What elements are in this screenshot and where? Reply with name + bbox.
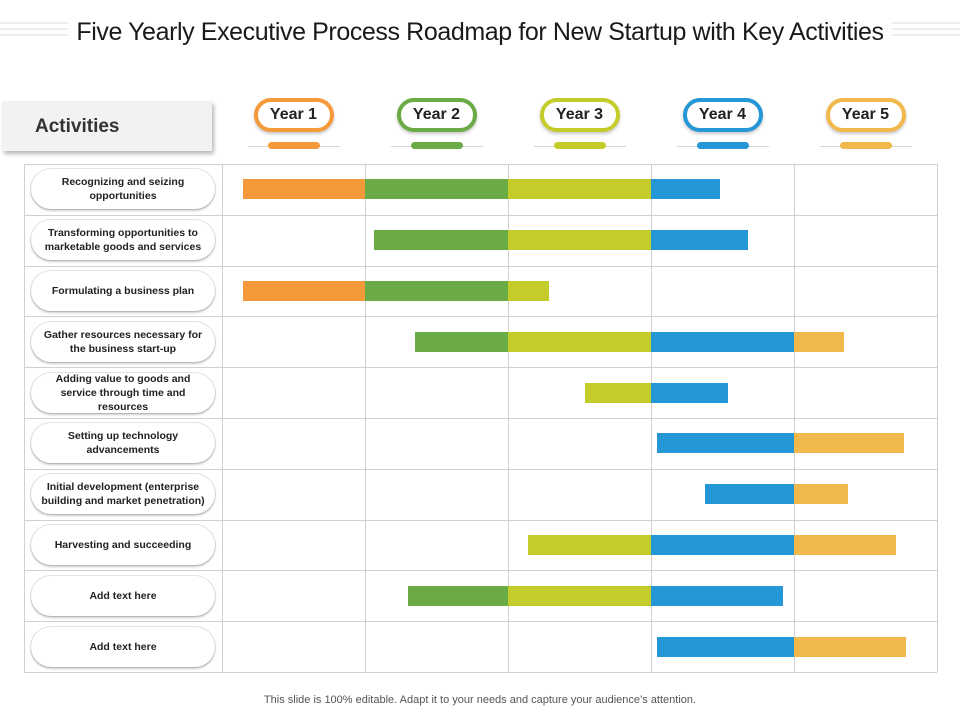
page-title: Five Yearly Executive Process Roadmap fo… [76,18,884,46]
grid-row-line [24,520,937,521]
gantt-bar-segment-year-2 [365,179,508,199]
title-decoration-left [0,22,68,44]
gantt-bar-segment-year-4 [657,637,794,657]
gantt-bar-segment-year-5 [794,332,844,352]
footer-note: This slide is 100% editable. Adapt it to… [263,694,697,706]
activity-label: Adding value to goods and service throug… [31,373,215,413]
grid-row-line [24,316,937,317]
gantt-bar-segment-year-4 [705,484,794,504]
year-2-label: Year 2 [396,98,477,132]
grid-row-line [24,164,937,165]
gantt-bar-segment-year-3 [508,281,549,301]
gantt-bar-segment-year-5 [794,484,848,504]
gantt-bar-segment-year-3 [508,179,651,199]
year-2-marker [410,142,463,149]
activity-label: Add text here [31,576,215,616]
grid-column-line [794,164,795,672]
gantt-bar-segment-year-5 [794,433,904,453]
grid-column-line [508,164,509,672]
activity-label: Transforming opportunities to marketable… [31,220,215,260]
activity-label: Harvesting and succeeding [31,525,215,565]
year-1-label: Year 1 [253,98,334,132]
gantt-bar-segment-year-3 [508,586,651,606]
gantt-bar-segment-year-2 [365,281,508,301]
grid-column-line [24,164,25,672]
gantt-bar-segment-year-2 [408,586,508,606]
year-5-label: Year 5 [825,98,906,132]
gantt-bar-segment-year-4 [651,383,728,403]
year-5-marker [839,142,892,149]
grid-row-line [24,469,937,470]
activities-label: Activities [35,116,120,137]
gantt-bar-segment-year-5 [794,637,906,657]
gantt-bar-segment-year-4 [651,230,748,250]
grid-row-line [24,570,937,571]
year-3-marker [553,142,606,149]
gantt-bar-segment-year-4 [651,586,783,606]
activities-header: Activities [2,101,212,151]
year-4-marker [696,142,749,149]
activity-label: Gather resources necessary for the busin… [31,322,215,362]
grid-row-line [24,418,937,419]
grid-row-line [24,621,937,622]
gantt-bar-segment-year-4 [657,433,794,453]
grid-row-line [24,215,937,216]
gantt-bar-segment-year-2 [415,332,508,352]
gantt-bar-segment-year-2 [374,230,508,250]
activity-label: Add text here [31,627,215,667]
activity-label: Formulating a business plan [31,271,215,311]
gantt-bar-segment-year-1 [243,179,365,199]
gantt-bar-segment-year-3 [585,383,651,403]
gantt-bar-segment-year-4 [651,179,720,199]
activity-label: Setting up technology advancements [31,423,215,463]
gantt-bar-segment-year-3 [508,332,651,352]
grid-row-line [24,672,937,673]
title-decoration-right [892,22,960,44]
grid-column-line [365,164,366,672]
grid-row-line [24,367,937,368]
grid-column-line [222,164,223,672]
gantt-bar-segment-year-3 [528,535,651,555]
grid-column-line [651,164,652,672]
gantt-bar-segment-year-1 [243,281,365,301]
gantt-bar-segment-year-5 [794,535,896,555]
gantt-bar-segment-year-4 [651,332,794,352]
activity-label: Initial development (enterprise building… [31,474,215,514]
year-1-marker [267,142,320,149]
gantt-bar-segment-year-3 [508,230,651,250]
grid-column-line [937,164,938,672]
gantt-bar-segment-year-4 [651,535,794,555]
year-4-label: Year 4 [682,98,763,132]
grid-row-line [24,266,937,267]
year-3-label: Year 3 [539,98,620,132]
activity-label: Recognizing and seizing opportunities [31,169,215,209]
